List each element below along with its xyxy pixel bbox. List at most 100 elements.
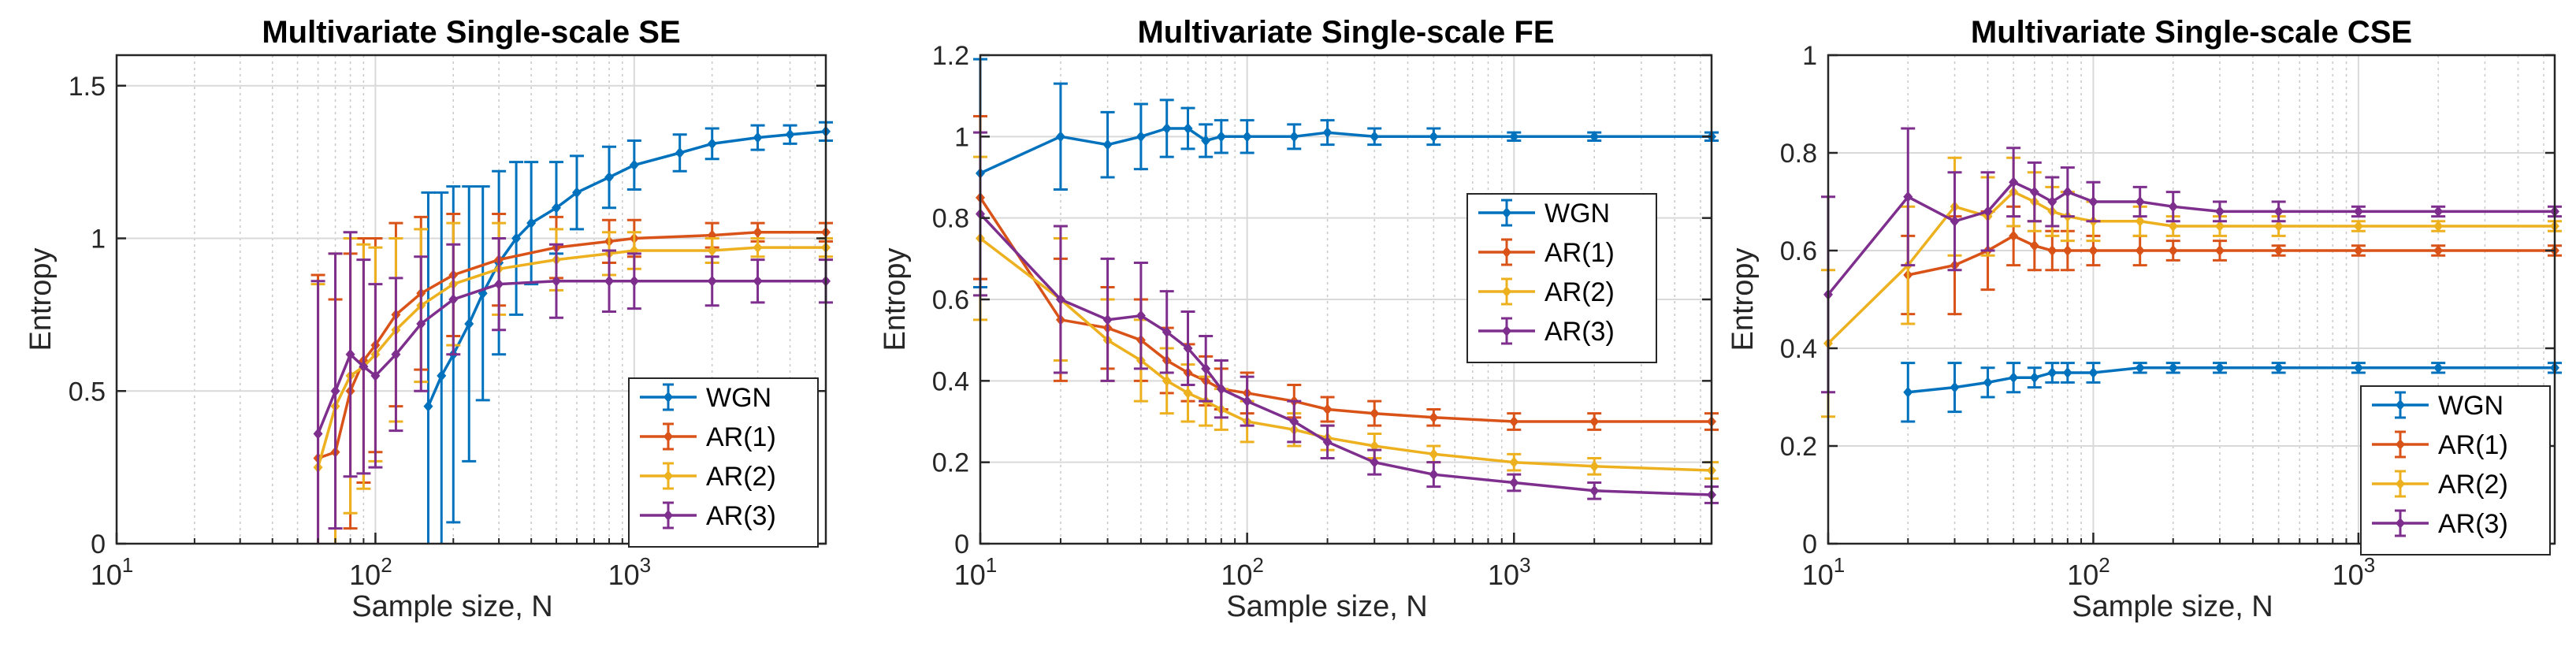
data-point xyxy=(707,275,717,287)
legend-label: AR(2) xyxy=(2438,470,2508,500)
data-point xyxy=(2135,196,2145,207)
series-wgn xyxy=(421,121,833,544)
data-point xyxy=(2433,221,2444,232)
data-point xyxy=(1216,383,1226,395)
legend-box xyxy=(1466,193,1657,363)
legend-item: AR(3) xyxy=(640,501,776,531)
x-axis-label: Sample size, N xyxy=(2072,590,2273,623)
data-point xyxy=(604,275,615,287)
y-tick-label: 0.8 xyxy=(932,204,969,234)
data-point xyxy=(437,370,447,381)
data-point xyxy=(2088,367,2098,378)
data-point xyxy=(1162,375,1172,387)
data-point xyxy=(753,132,763,143)
data-point xyxy=(2088,196,2098,207)
data-point xyxy=(1183,343,1193,354)
legend: WGN AR(1) AR(2) AR(3) xyxy=(2360,385,2551,556)
legend-marker xyxy=(664,431,673,442)
series-line xyxy=(1827,190,2555,345)
data-point xyxy=(1136,310,1146,321)
y-tick-label: 1 xyxy=(91,225,106,255)
x-tick-exponent: 1 xyxy=(986,553,997,577)
data-point xyxy=(551,275,561,287)
legend-item: WGN xyxy=(2372,391,2504,421)
data-point xyxy=(753,226,763,238)
data-point xyxy=(1183,387,1193,399)
data-point xyxy=(423,400,433,412)
data-point xyxy=(391,348,401,360)
data-point xyxy=(2047,367,2057,378)
legend-label: AR(3) xyxy=(706,501,776,531)
data-point xyxy=(313,428,323,440)
legend-item: AR(1) xyxy=(2372,430,2508,460)
data-point xyxy=(1509,131,1519,143)
data-point xyxy=(2214,206,2225,217)
data-point xyxy=(2009,230,2019,242)
data-point xyxy=(707,245,717,256)
x-tick-exponent: 1 xyxy=(1834,553,1845,577)
data-point xyxy=(2088,245,2098,256)
data-point xyxy=(1162,123,1172,134)
data-point xyxy=(753,242,763,254)
data-point xyxy=(1950,215,1960,227)
data-point xyxy=(2273,206,2284,217)
legend-label: AR(1) xyxy=(706,422,776,452)
data-point xyxy=(1509,456,1519,468)
y-axis-label: Entropy xyxy=(24,248,58,351)
data-point xyxy=(1589,460,1600,472)
x-tick-label: 103 xyxy=(608,553,652,591)
data-point xyxy=(571,187,582,199)
data-point xyxy=(1983,377,1993,388)
x-tick-exponent: 2 xyxy=(2098,553,2109,577)
axes-box xyxy=(115,54,827,545)
series-ar3 xyxy=(1821,127,2562,394)
chart-title: Multivariate Single-scale CSE xyxy=(1971,15,2412,50)
data-point xyxy=(448,294,459,305)
data-point xyxy=(2062,245,2072,256)
legend-label: AR(1) xyxy=(1544,238,1615,268)
data-point xyxy=(2353,245,2363,256)
data-point xyxy=(1983,206,1993,217)
data-point xyxy=(1102,139,1113,150)
legend-marker xyxy=(1502,286,1511,297)
legend-marker xyxy=(664,470,673,481)
series-wgn xyxy=(973,58,1719,288)
series-line xyxy=(1827,180,2555,295)
legend-item: AR(2) xyxy=(1478,277,1615,307)
legend-item: AR(2) xyxy=(640,462,776,492)
x-tick-label: 103 xyxy=(2333,553,2376,591)
series-line xyxy=(979,213,1712,496)
y-tick-label: 0.5 xyxy=(69,377,106,407)
data-point xyxy=(2273,245,2284,256)
data-point xyxy=(1370,456,1380,468)
data-point xyxy=(359,361,369,373)
legend-item: AR(2) xyxy=(2372,470,2508,500)
x-tick-label: 103 xyxy=(1488,553,1531,591)
y-tick-label: 1.2 xyxy=(932,41,969,71)
data-point xyxy=(707,138,717,150)
data-point xyxy=(1201,135,1211,147)
y-tick-label: 0 xyxy=(91,530,106,559)
data-point xyxy=(1370,407,1380,419)
legend-label: WGN xyxy=(1544,199,1610,229)
data-point xyxy=(1370,440,1380,451)
y-tick-label: 1 xyxy=(954,122,969,152)
chart-title: Multivariate Single-scale SE xyxy=(262,15,680,50)
data-point xyxy=(675,147,685,158)
legend-label: AR(2) xyxy=(1544,277,1615,307)
data-point xyxy=(1429,469,1439,481)
data-point xyxy=(1322,436,1333,448)
data-point xyxy=(1322,127,1333,139)
x-tick-exponent: 3 xyxy=(640,553,651,577)
x-tick-base: 10 xyxy=(1488,559,1519,591)
data-point xyxy=(2214,221,2225,232)
x-tick-base: 10 xyxy=(954,559,986,591)
series-ar3 xyxy=(310,231,833,544)
legend-marker xyxy=(1502,247,1511,258)
legend-label: AR(1) xyxy=(2438,430,2508,460)
legend-label: WGN xyxy=(706,383,771,413)
data-point xyxy=(2433,362,2444,373)
